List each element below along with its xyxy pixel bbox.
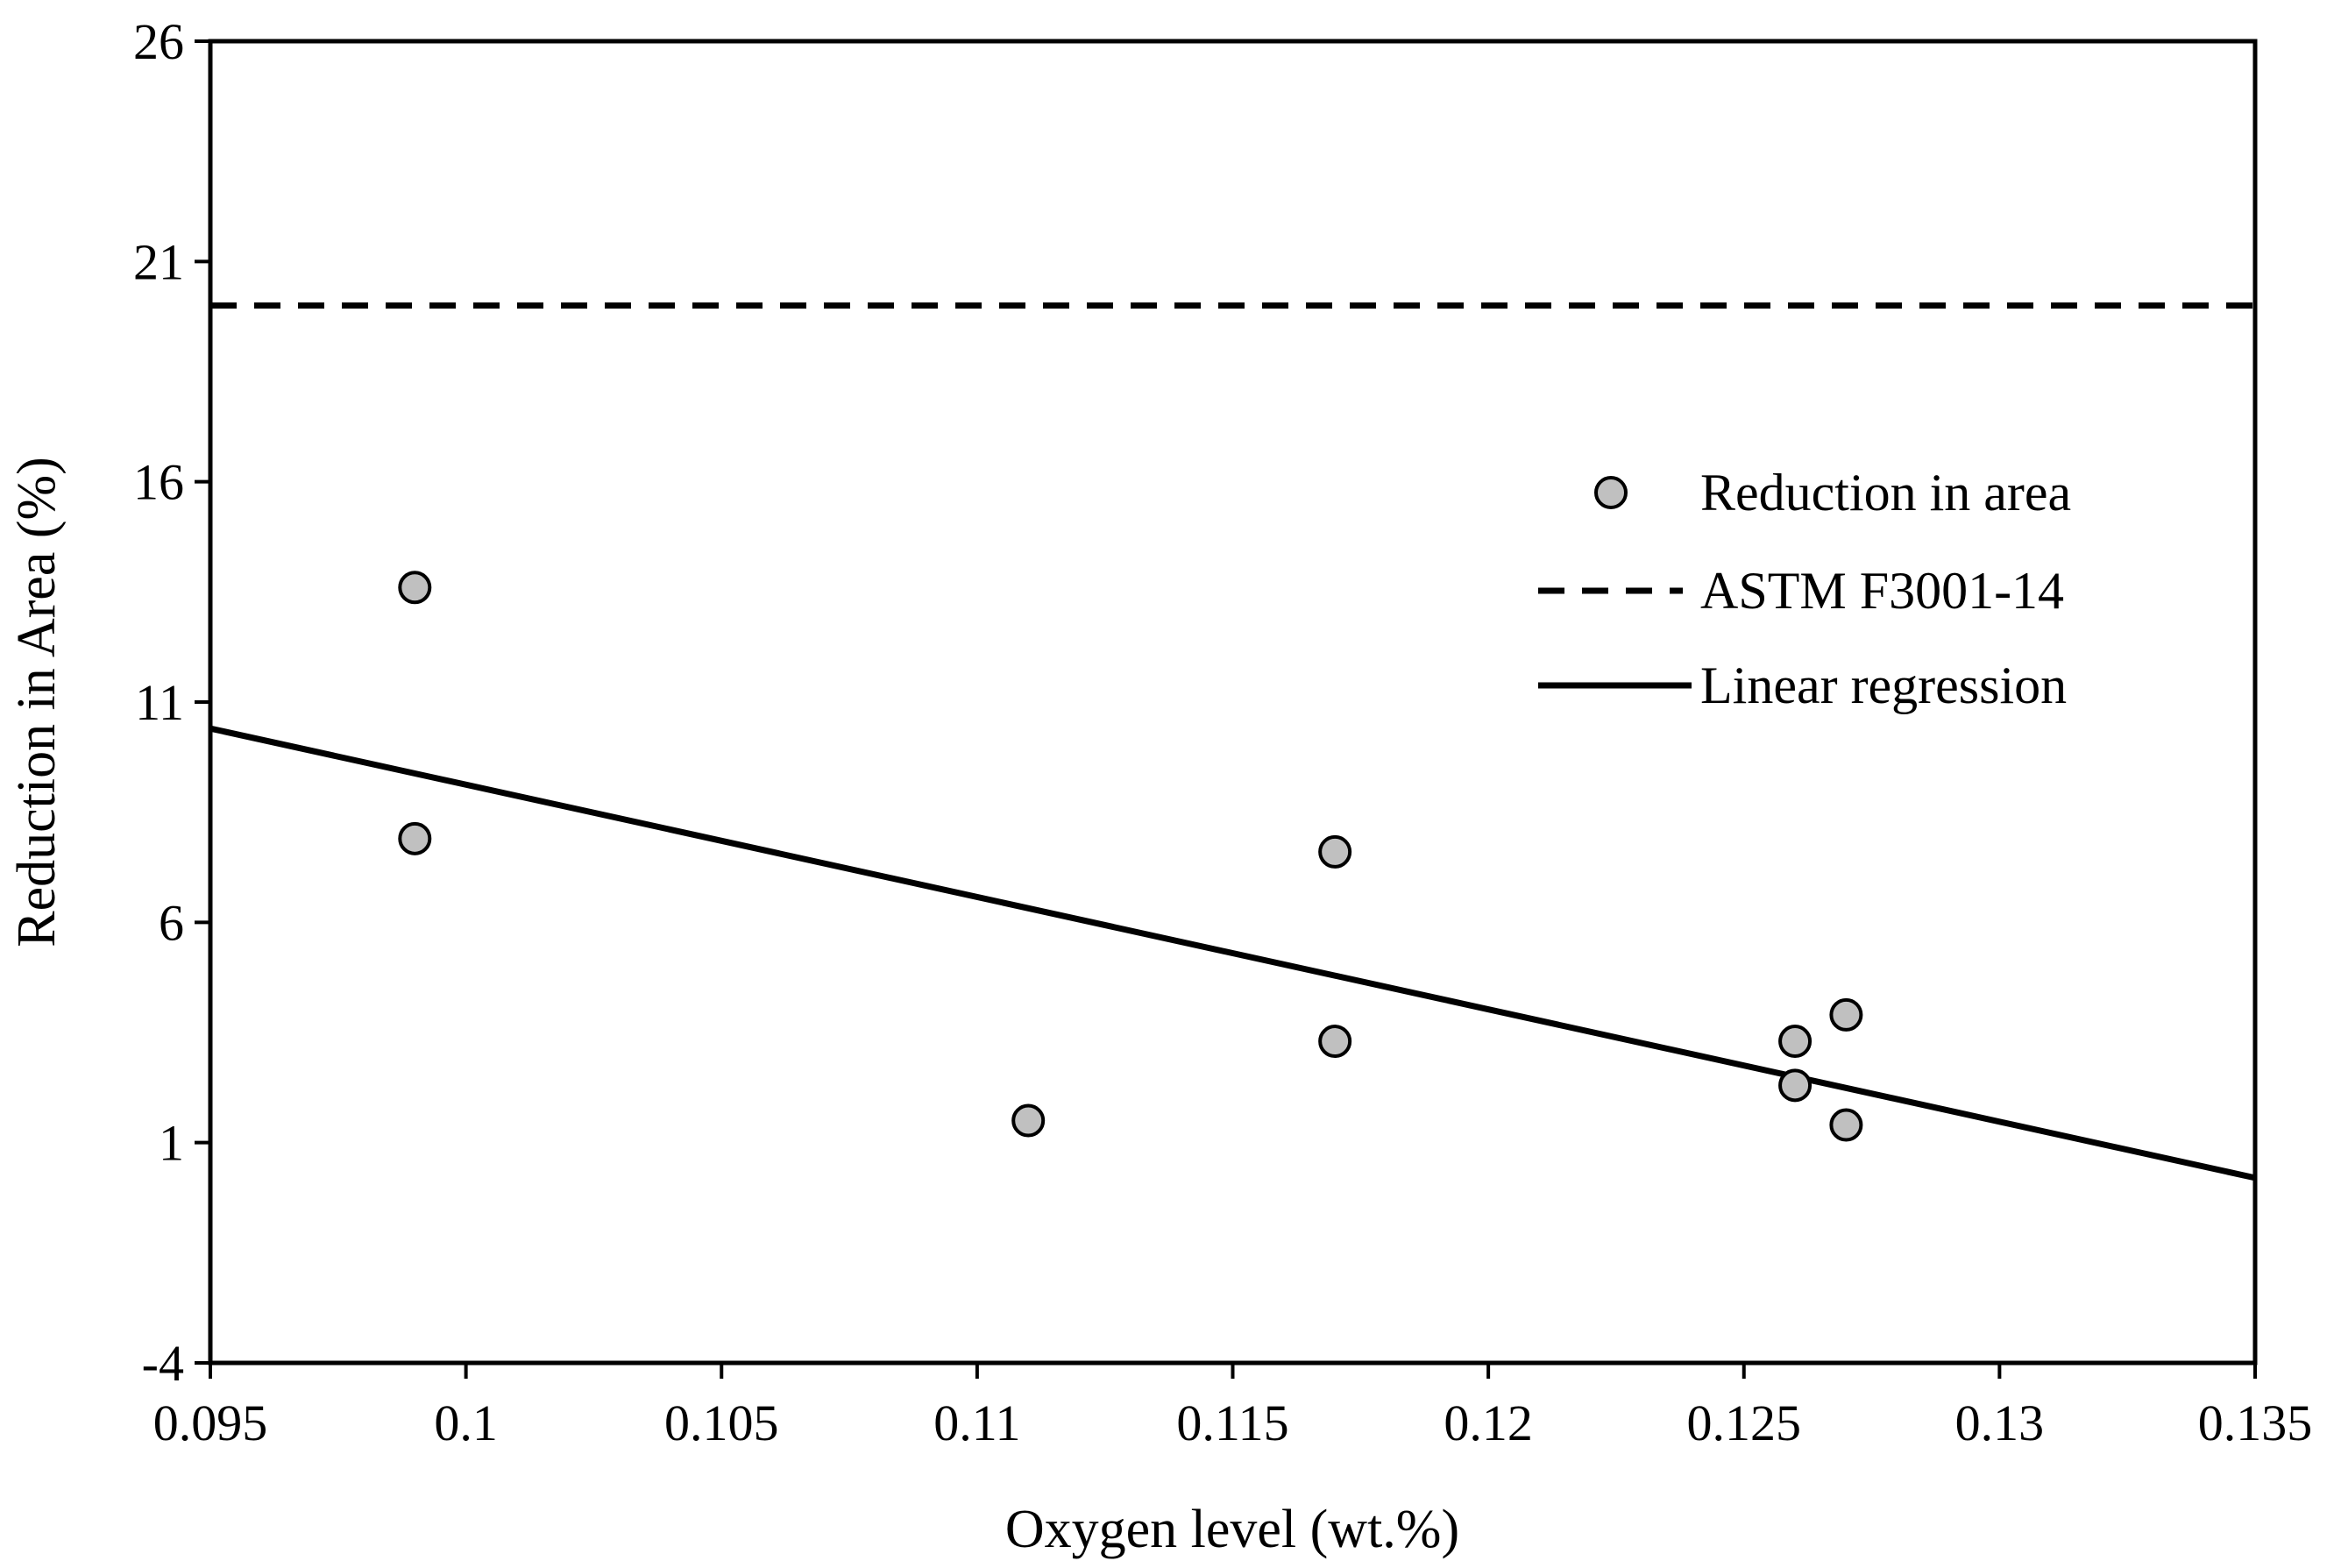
regression-line <box>209 725 2256 1181</box>
data-point <box>1011 1103 1046 1138</box>
y-tick-label: 6 <box>159 894 184 951</box>
data-point <box>398 571 432 605</box>
legend-label: Linear regression <box>1700 656 2067 714</box>
data-point <box>1829 1108 1863 1142</box>
y-tick-label: 16 <box>133 454 184 511</box>
x-axis-ticks: 0.095 0.1 0.105 0.11 0.115 0.12 0.125 0.13 0.135 <box>153 1363 2313 1451</box>
legend-label: ASTM F3001-14 <box>1700 562 2064 620</box>
legend-label: Reduction in area <box>1700 464 2071 521</box>
x-tick-label: 0.135 <box>2198 1394 2313 1451</box>
y-tick-label: 21 <box>133 233 184 290</box>
x-axis-title: Oxygen level (wt.%) <box>1005 1500 1459 1559</box>
data-point <box>398 821 432 855</box>
y-tick-label: 26 <box>133 13 184 70</box>
x-tick-label: 0.11 <box>933 1394 1020 1451</box>
y-tick-label: 1 <box>159 1115 184 1172</box>
x-tick-label: 0.12 <box>1444 1394 1533 1451</box>
data-point <box>1318 834 1352 869</box>
data-point <box>1778 1025 1813 1059</box>
legend: Reduction in area ASTM F3001-14 Linear reg… <box>1538 464 2071 714</box>
x-tick-label: 0.1 <box>434 1394 498 1451</box>
x-tick-label: 0.13 <box>1955 1394 2045 1451</box>
data-point <box>1829 997 1863 1032</box>
series-layer <box>209 302 2256 1181</box>
data-point <box>1318 1025 1352 1059</box>
y-tick-label: -4 <box>142 1335 184 1392</box>
x-tick-label: 0.095 <box>153 1394 268 1451</box>
legend-marker-point <box>1594 476 1628 509</box>
x-tick-label: 0.105 <box>664 1394 779 1451</box>
y-axis-title: Reduction in Area (%) <box>7 457 67 947</box>
x-tick-label: 0.115 <box>1176 1394 1288 1451</box>
data-point <box>1778 1068 1813 1103</box>
x-tick-label: 0.125 <box>1687 1394 1802 1451</box>
y-tick-label: 11 <box>135 674 184 731</box>
